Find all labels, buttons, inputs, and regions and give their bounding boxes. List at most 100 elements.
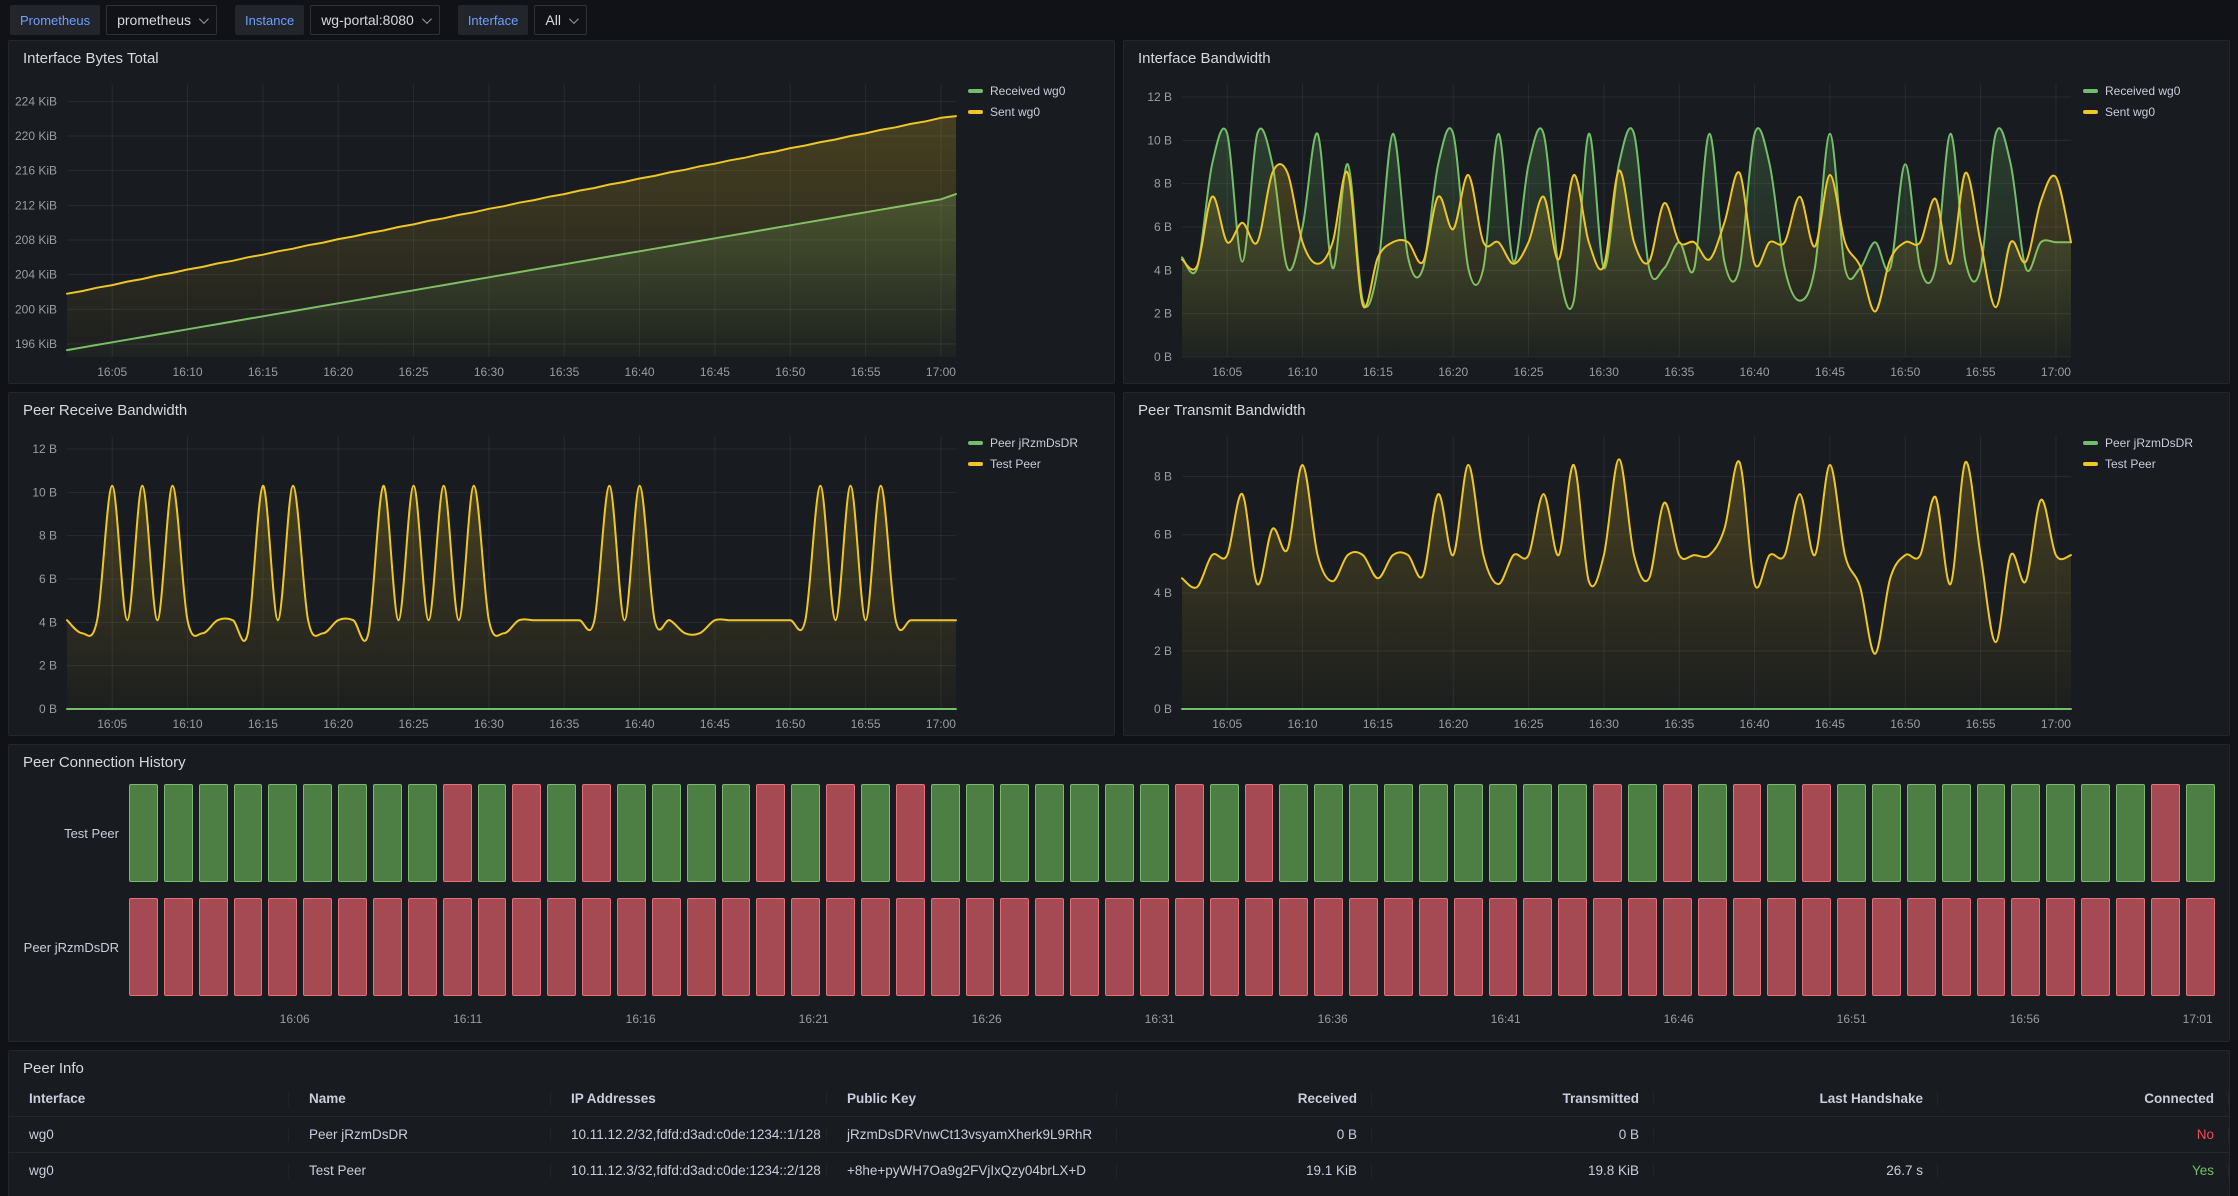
table-cell-connected: No	[1938, 1127, 2229, 1142]
state-disconnected-bar	[1767, 898, 1796, 996]
state-connected-bar	[234, 784, 263, 882]
panel-title[interactable]: Interface Bytes Total	[9, 41, 1114, 70]
svg-text:16:25: 16:25	[1514, 365, 1544, 379]
state-disconnected-bar	[1698, 898, 1727, 996]
svg-text:16:55: 16:55	[1966, 365, 1996, 379]
var-group-instance: Instance wg-portal:8080	[235, 5, 440, 35]
svg-text:212 KiB: 212 KiB	[15, 198, 57, 212]
state-disconnected-bar	[373, 898, 402, 996]
datasource-label: Prometheus	[10, 5, 100, 35]
state-connected-bar	[1942, 784, 1971, 882]
panel-title[interactable]: Peer Receive Bandwidth	[9, 393, 1114, 422]
legend-item-sent-wg0[interactable]: Sent wg0	[2083, 105, 2221, 119]
state-connected-bar	[2116, 784, 2145, 882]
state-disconnected-bar	[1489, 898, 1518, 996]
svg-text:16:05: 16:05	[1212, 365, 1242, 379]
svg-text:200 KiB: 200 KiB	[15, 302, 57, 316]
column-header-ip-addresses[interactable]: IP Addresses	[551, 1091, 827, 1106]
time-series-plot[interactable]: 16:0516:1016:1516:2016:2516:3016:3516:40…	[9, 70, 964, 383]
panel-title[interactable]: Peer Info	[9, 1051, 2229, 1080]
column-header-received[interactable]: Received	[1117, 1091, 1372, 1106]
legend-item-test-peer[interactable]: Test Peer	[968, 457, 1106, 471]
state-connected-bar	[966, 784, 995, 882]
legend-label: Sent wg0	[990, 105, 1040, 119]
svg-text:216 KiB: 216 KiB	[15, 164, 57, 178]
legend-item-sent-wg0[interactable]: Sent wg0	[968, 105, 1106, 119]
table-cell-transmitted: 0 B	[1372, 1127, 1654, 1142]
state-disconnected-bar	[547, 898, 576, 996]
interface-select[interactable]: All	[534, 5, 587, 35]
timeline-bars	[129, 784, 2215, 882]
legend-item-received-wg0[interactable]: Received wg0	[968, 84, 1106, 98]
series-color-dash	[968, 462, 983, 466]
state-connected-bar	[1767, 784, 1796, 882]
svg-text:4 B: 4 B	[39, 615, 57, 629]
state-connected-bar	[1105, 784, 1134, 882]
state-disconnected-bar	[2046, 898, 2075, 996]
svg-text:6 B: 6 B	[39, 572, 57, 586]
table-cell-ip-addresses: 10.11.12.3/32,fdfd:d3ad:c0de:1234::2/128	[551, 1163, 827, 1178]
timeline-x-tick: 16:06	[280, 1012, 310, 1026]
svg-text:8 B: 8 B	[39, 529, 57, 543]
svg-text:16:30: 16:30	[1589, 365, 1619, 379]
state-disconnected-bar	[1977, 898, 2006, 996]
state-disconnected-bar	[2011, 898, 2040, 996]
time-series-plot[interactable]: 16:0516:1016:1516:2016:2516:3016:3516:40…	[9, 422, 964, 735]
state-disconnected-bar	[1558, 898, 1587, 996]
table-header-row: InterfaceNameIP AddressesPublic KeyRecei…	[9, 1080, 2229, 1116]
legend-item-peer-jrzmdsdr[interactable]: Peer jRzmDsDR	[2083, 436, 2221, 450]
state-disconnected-bar	[338, 898, 367, 996]
state-disconnected-bar	[1942, 898, 1971, 996]
state-disconnected-bar	[129, 898, 158, 996]
legend-item-test-peer[interactable]: Test Peer	[2083, 457, 2221, 471]
state-connected-bar	[199, 784, 228, 882]
svg-text:16:05: 16:05	[97, 717, 127, 731]
column-header-public-key[interactable]: Public Key	[827, 1091, 1117, 1106]
svg-text:16:45: 16:45	[700, 717, 730, 731]
column-header-connected[interactable]: Connected	[1938, 1091, 2229, 1106]
column-header-interface[interactable]: Interface	[9, 1091, 289, 1106]
state-disconnected-bar	[2151, 784, 2180, 882]
state-disconnected-bar	[687, 898, 716, 996]
column-header-last-handshake[interactable]: Last Handshake	[1654, 1091, 1938, 1106]
svg-text:12 B: 12 B	[32, 442, 57, 456]
state-disconnected-bar	[1349, 898, 1378, 996]
legend-item-peer-jrzmdsdr[interactable]: Peer jRzmDsDR	[968, 436, 1106, 450]
legend-item-received-wg0[interactable]: Received wg0	[2083, 84, 2221, 98]
state-timeline[interactable]: Test PeerPeer jRzmDsDR 16:0616:1116:1616…	[9, 774, 2229, 1041]
column-header-name[interactable]: Name	[289, 1091, 551, 1106]
panel-title[interactable]: Peer Connection History	[9, 745, 2229, 774]
state-connected-bar	[791, 784, 820, 882]
column-header-transmitted[interactable]: Transmitted	[1372, 1091, 1654, 1106]
state-connected-bar	[338, 784, 367, 882]
svg-text:16:10: 16:10	[1288, 717, 1318, 731]
state-connected-bar	[1314, 784, 1343, 882]
panel-peer-info: Peer Info InterfaceNameIP AddressesPubli…	[8, 1050, 2230, 1196]
state-connected-bar	[268, 784, 297, 882]
time-series-plot[interactable]: 16:0516:1016:1516:2016:2516:3016:3516:40…	[1124, 422, 2079, 735]
state-disconnected-bar	[2116, 898, 2145, 996]
svg-text:16:50: 16:50	[1890, 365, 1920, 379]
state-connected-bar	[2011, 784, 2040, 882]
dashboard-variables-toolbar: Prometheus prometheus Instance wg-portal…	[0, 0, 2238, 40]
state-disconnected-bar	[1384, 898, 1413, 996]
time-series-plot[interactable]: 16:0516:1016:1516:2016:2516:3016:3516:40…	[1124, 70, 2079, 383]
timeline-x-tick: 16:16	[626, 1012, 656, 1026]
state-connected-bar	[1558, 784, 1587, 882]
panel-title[interactable]: Interface Bandwidth	[1124, 41, 2229, 70]
instance-select[interactable]: wg-portal:8080	[310, 5, 440, 35]
datasource-select[interactable]: prometheus	[106, 5, 217, 35]
svg-text:16:40: 16:40	[625, 717, 655, 731]
chart-legend: Peer jRzmDsDR Test Peer	[2079, 422, 2229, 735]
panel-title[interactable]: Peer Transmit Bandwidth	[1124, 393, 2229, 422]
series-fill	[67, 486, 956, 709]
series-fill	[67, 116, 956, 357]
state-connected-bar	[652, 784, 681, 882]
state-connected-bar	[1210, 784, 1239, 882]
state-disconnected-bar	[1210, 898, 1239, 996]
chart-legend: Received wg0 Sent wg0	[2079, 70, 2229, 383]
state-disconnected-bar	[512, 784, 541, 882]
timeline-rows: Test PeerPeer jRzmDsDR	[9, 784, 2215, 1012]
table-row: wg0Test Peer10.11.12.3/32,fdfd:d3ad:c0de…	[9, 1152, 2229, 1188]
svg-text:16:05: 16:05	[1212, 717, 1242, 731]
